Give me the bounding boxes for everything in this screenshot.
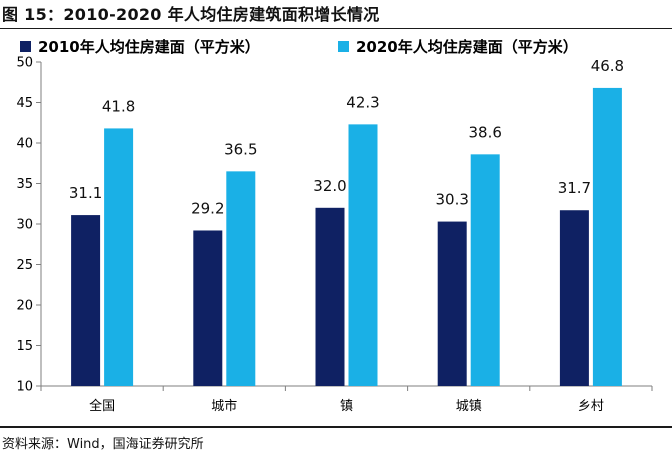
bar-chart: 2010年人均住房建面（平方米） 2020年人均住房建面（平方米） 10 15 20…	[16, 38, 653, 414]
legend-label-2020: 2020年人均住房建面（平方米）	[356, 38, 578, 56]
y-tick-label: 50	[16, 56, 33, 71]
legend-label-2010: 2010年人均住房建面（平方米）	[38, 38, 260, 56]
bar-2020-2	[348, 124, 378, 387]
x-category-label: 镇	[340, 399, 353, 414]
legend: 2010年人均住房建面（平方米） 2020年人均住房建面（平方米）	[20, 38, 578, 56]
data-label-2010-2: 32.0	[313, 177, 346, 195]
data-label-2010-1: 29.2	[191, 199, 224, 217]
x-category-label: 城镇	[456, 399, 482, 414]
axes: 10 15 20 25 30 35 40 45 50 全国 城市 镇 城镇 乡村	[16, 56, 653, 414]
data-label-2020-1: 36.5	[224, 140, 257, 158]
y-tick-label: 10	[16, 380, 33, 395]
bar-2010-4	[559, 210, 589, 386]
bar-2020-0	[104, 128, 134, 387]
x-category-label: 乡村	[578, 399, 604, 414]
y-tick-label: 35	[16, 177, 33, 192]
title-rule	[0, 28, 672, 29]
bar-2020-3	[470, 154, 500, 386]
x-category-label: 城市	[211, 398, 237, 414]
bar-2020-4	[592, 87, 622, 387]
bar-2020-1	[226, 171, 256, 386]
y-tick-label: 25	[16, 258, 33, 273]
data-label-2010-3: 30.3	[435, 191, 468, 209]
figure-title: 图 15：2010-2020 年人均住房建筑面积增长情况	[2, 5, 380, 24]
data-label-2010-4: 31.7	[558, 179, 591, 197]
y-tick-label: 20	[16, 299, 33, 314]
data-label-2020-2: 42.3	[346, 93, 379, 111]
data-label-2020-4: 46.8	[591, 57, 624, 75]
y-tick-label: 45	[16, 96, 33, 111]
bar-2010-0	[71, 215, 101, 386]
legend-swatch-2010	[20, 41, 31, 52]
data-label-2020-0: 41.8	[102, 97, 135, 115]
y-tick-label: 30	[16, 218, 33, 233]
y-tick-label: 40	[16, 137, 33, 152]
data-labels: 31.1 29.2 32.0 30.3 31.7 41.8 36.5 42.3 38.6 46.8	[69, 57, 624, 218]
data-label-2010-0: 31.1	[69, 184, 102, 202]
bars	[71, 87, 622, 387]
bar-2010-1	[193, 230, 223, 386]
bar-2010-3	[437, 221, 467, 386]
x-category-label: 全国	[89, 398, 115, 414]
source-rule	[0, 426, 672, 428]
y-tick-label: 15	[16, 339, 33, 354]
source-note: 资料来源：Wind，国海证券研究所	[2, 437, 204, 452]
legend-swatch-2020	[338, 41, 349, 52]
bar-2010-2	[315, 207, 345, 386]
data-label-2020-3: 38.6	[468, 123, 501, 141]
